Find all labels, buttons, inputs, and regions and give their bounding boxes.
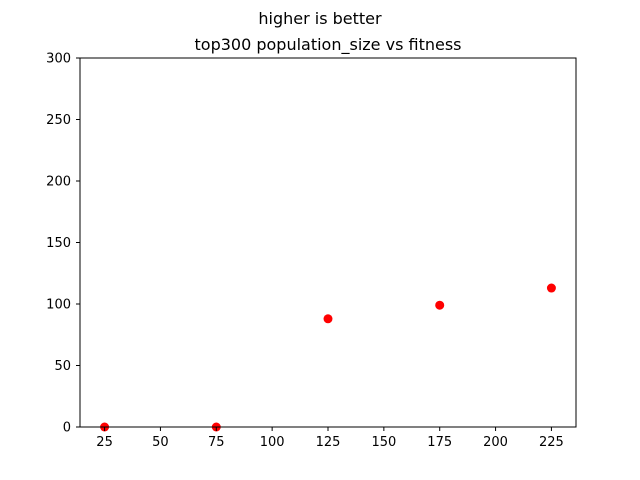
- x-tick-label: 150: [371, 435, 396, 450]
- x-tick-label: 200: [483, 435, 508, 450]
- x-tick-label: 25: [96, 435, 113, 450]
- y-tick-label: 100: [46, 298, 71, 313]
- chart-suptitle: higher is better: [258, 9, 382, 28]
- x-tick-label: 225: [539, 435, 564, 450]
- x-tick-label: 75: [208, 435, 225, 450]
- y-tick-label: 150: [46, 236, 71, 251]
- axes: 25 50 75 100 125 150 175 200 225 0 50 100 150 200 250 3…: [46, 52, 564, 451]
- y-tick-label: 0: [63, 421, 71, 436]
- y-tick-label: 50: [54, 359, 71, 374]
- x-tick-label: 50: [152, 435, 169, 450]
- x-tick-label: 175: [427, 435, 452, 450]
- plot-frame: [79, 57, 577, 428]
- scatter-point: [546, 283, 556, 293]
- chart-title: top300 population_size vs fitness: [195, 35, 462, 55]
- x-tick-label: 100: [260, 435, 285, 450]
- scatter-points: [100, 283, 556, 432]
- y-tick-label: 250: [46, 113, 71, 128]
- y-tick-label: 200: [46, 175, 71, 190]
- scatter-point: [323, 314, 333, 324]
- scatter-point: [435, 300, 445, 310]
- y-tick-label: 300: [46, 52, 71, 67]
- x-tick-label: 125: [316, 435, 341, 450]
